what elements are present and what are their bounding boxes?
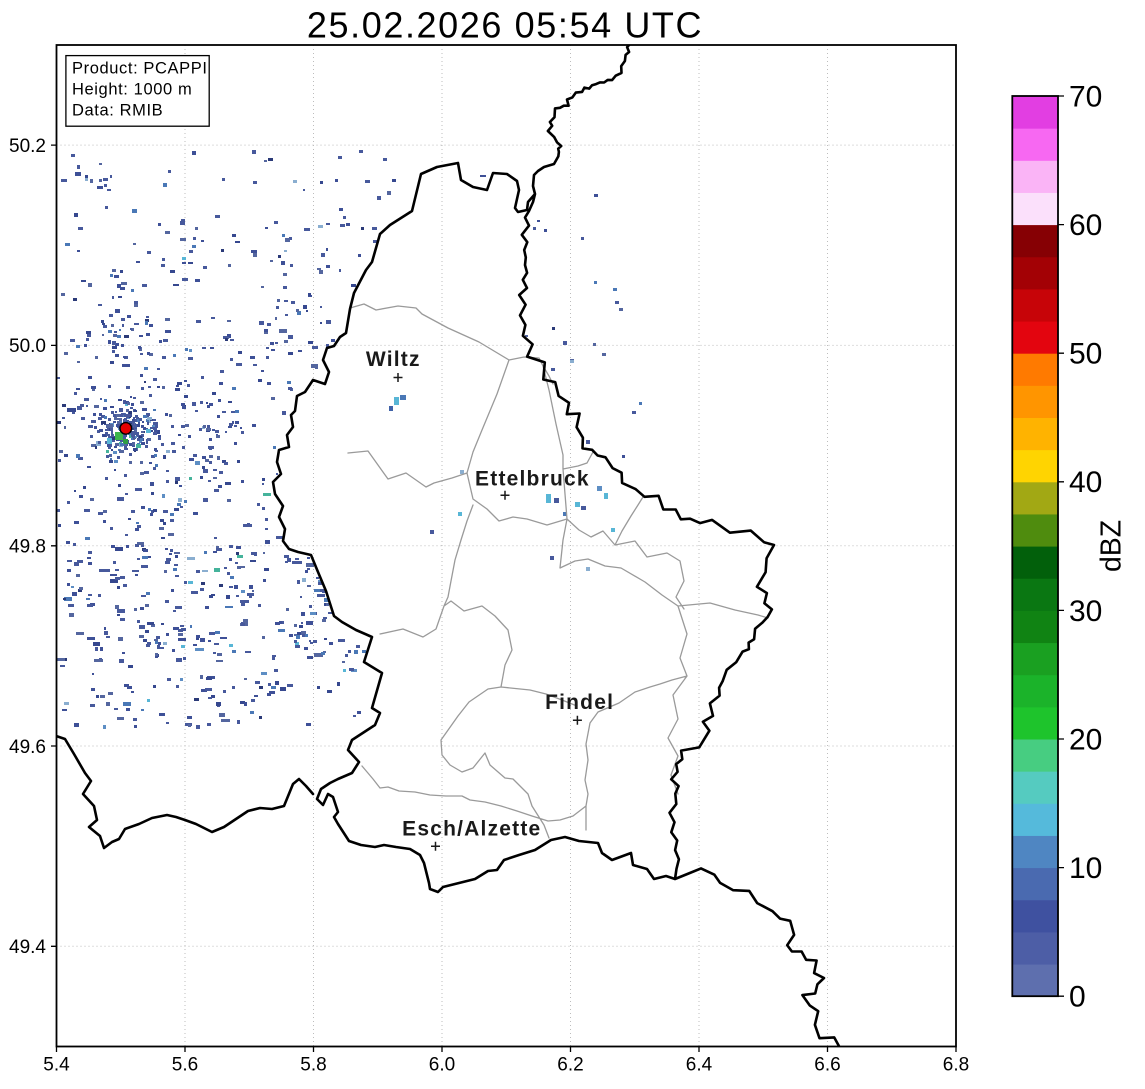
svg-text:30: 30 [1069,595,1102,628]
svg-text:49.4: 49.4 [9,937,46,958]
svg-text:10: 10 [1069,852,1102,885]
svg-text:49.6: 49.6 [9,737,46,758]
svg-text:25.02.2026 05:54 UTC: 25.02.2026 05:54 UTC [307,5,703,46]
svg-text:0: 0 [1069,981,1086,1014]
svg-text:5.8: 5.8 [300,1055,326,1076]
svg-text:Wiltz: Wiltz [366,348,421,371]
svg-text:5.4: 5.4 [43,1055,70,1076]
svg-text:50.0: 50.0 [9,336,46,357]
svg-text:Findel: Findel [545,691,614,714]
svg-text:Ettelbruck: Ettelbruck [475,467,590,490]
svg-text:6.6: 6.6 [814,1055,840,1076]
svg-text:6.2: 6.2 [557,1055,583,1076]
svg-text:dBZ: dBZ [1096,520,1128,572]
svg-text:6.4: 6.4 [686,1055,713,1076]
svg-text:6.8: 6.8 [943,1055,969,1076]
svg-text:Data: RMIB: Data: RMIB [72,101,163,119]
svg-text:Product: PCAPPI: Product: PCAPPI [72,60,208,78]
svg-text:50.2: 50.2 [9,136,46,157]
svg-text:49.8: 49.8 [9,537,46,558]
svg-text:20: 20 [1069,723,1102,756]
svg-text:Height: 1000 m: Height: 1000 m [72,80,192,98]
svg-text:70: 70 [1069,80,1102,113]
svg-text:5.6: 5.6 [172,1055,198,1076]
svg-text:40: 40 [1069,466,1102,499]
svg-text:50: 50 [1069,338,1102,371]
svg-text:Esch/Alzette: Esch/Alzette [402,818,541,841]
svg-text:60: 60 [1069,209,1102,242]
svg-text:6.0: 6.0 [429,1055,455,1076]
